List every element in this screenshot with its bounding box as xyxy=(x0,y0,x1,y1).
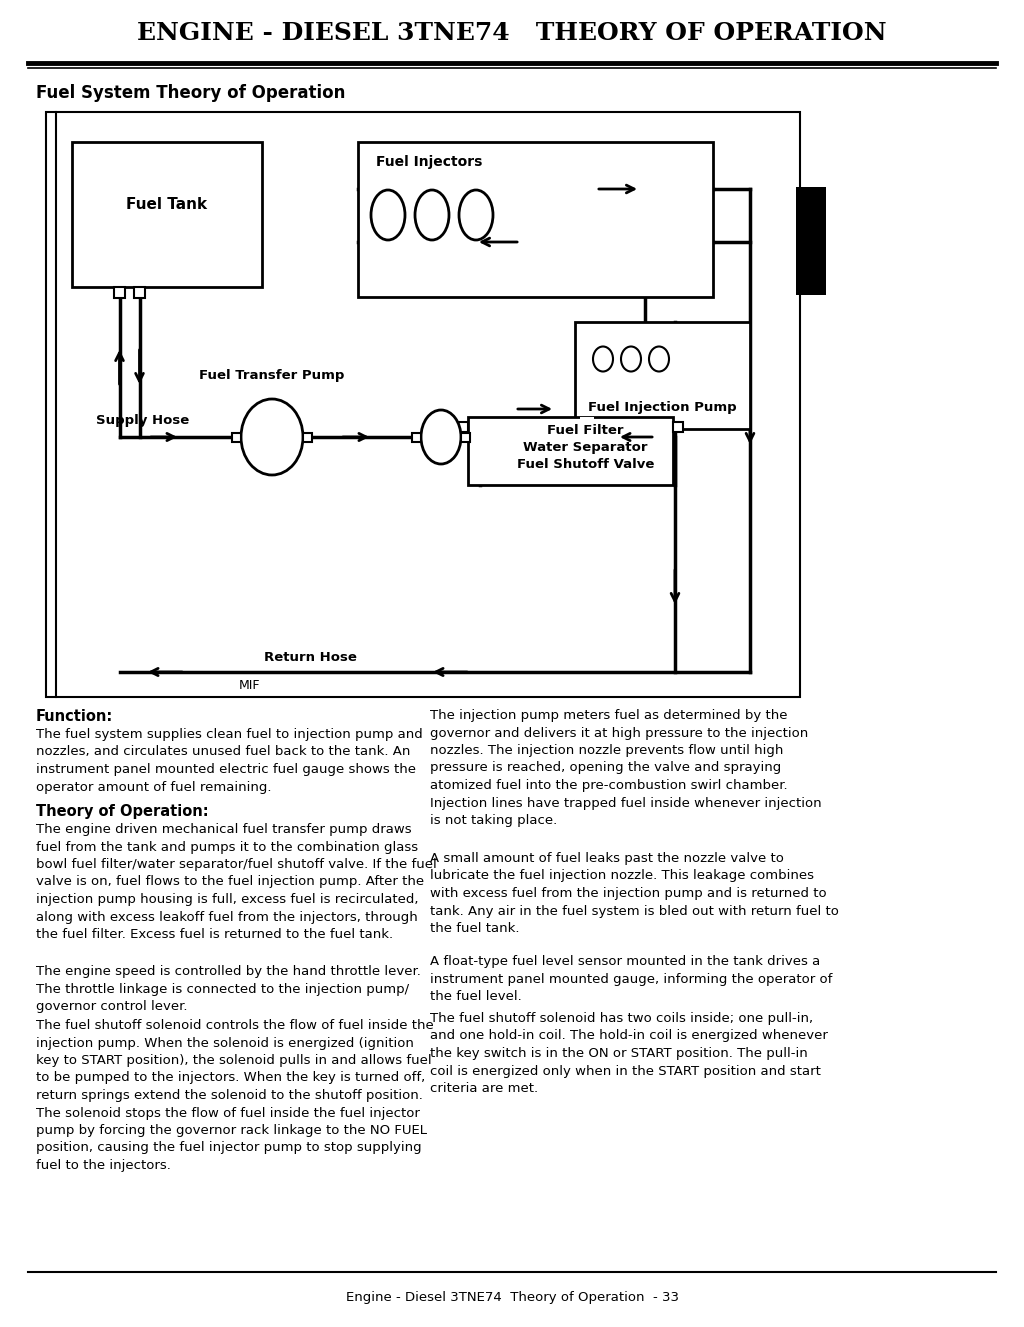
Text: MIF: MIF xyxy=(240,679,261,691)
Text: A small amount of fuel leaks past the nozzle valve to
lubricate the fuel injecti: A small amount of fuel leaks past the no… xyxy=(430,852,839,936)
Bar xyxy=(796,187,826,295)
Bar xyxy=(232,433,241,442)
Text: The engine driven mechanical fuel transfer pump draws
fuel from the tank and pum: The engine driven mechanical fuel transf… xyxy=(36,823,437,941)
Bar xyxy=(46,111,800,697)
Bar xyxy=(468,417,673,484)
Bar xyxy=(303,433,312,442)
Text: Fuel Injectors: Fuel Injectors xyxy=(376,155,482,169)
Text: Theory of Operation:: Theory of Operation: xyxy=(36,804,209,819)
Bar xyxy=(134,287,145,299)
Text: Return Hose: Return Hose xyxy=(263,652,356,664)
Bar xyxy=(673,422,683,433)
Bar xyxy=(458,422,468,433)
Ellipse shape xyxy=(421,410,461,464)
Text: The fuel shutoff solenoid controls the flow of fuel inside the
injection pump. W: The fuel shutoff solenoid controls the f… xyxy=(36,1019,434,1172)
Text: Fuel Filter: Fuel Filter xyxy=(547,425,624,438)
Bar xyxy=(461,433,470,442)
Text: The fuel system supplies clean fuel to injection pump and
nozzles, and circulate: The fuel system supplies clean fuel to i… xyxy=(36,729,423,794)
Ellipse shape xyxy=(593,346,613,372)
Text: The engine speed is controlled by the hand throttle lever.
The throttle linkage : The engine speed is controlled by the ha… xyxy=(36,965,421,1013)
Bar xyxy=(580,417,594,429)
Text: Engine - Diesel 3TNE74  Theory of Operation  - 33: Engine - Diesel 3TNE74 Theory of Operati… xyxy=(345,1290,679,1303)
Ellipse shape xyxy=(649,346,669,372)
Text: Fuel Transfer Pump: Fuel Transfer Pump xyxy=(200,369,345,382)
Text: Fuel Injection Pump: Fuel Injection Pump xyxy=(588,401,737,414)
Text: Fuel Shutoff Valve: Fuel Shutoff Valve xyxy=(517,459,654,471)
Bar xyxy=(114,287,125,299)
Text: A float-type fuel level sensor mounted in the tank drives a
instrument panel mou: A float-type fuel level sensor mounted i… xyxy=(430,955,833,1003)
Text: The injection pump meters fuel as determined by the
governor and delivers it at : The injection pump meters fuel as determ… xyxy=(430,709,821,827)
Ellipse shape xyxy=(371,190,406,240)
Text: The fuel shutoff solenoid has two coils inside; one pull-in,
and one hold-in coi: The fuel shutoff solenoid has two coils … xyxy=(430,1013,827,1095)
Bar xyxy=(358,142,713,297)
Text: Fuel Tank: Fuel Tank xyxy=(126,196,208,212)
Text: ENGINE - DIESEL 3TNE74   THEORY OF OPERATION: ENGINE - DIESEL 3TNE74 THEORY OF OPERATI… xyxy=(137,21,887,45)
Bar xyxy=(72,142,262,287)
Ellipse shape xyxy=(621,346,641,372)
Ellipse shape xyxy=(459,190,493,240)
Text: Supply Hose: Supply Hose xyxy=(96,414,189,427)
Bar xyxy=(412,433,421,442)
Text: Water Separator: Water Separator xyxy=(523,442,648,455)
Ellipse shape xyxy=(241,399,303,475)
Ellipse shape xyxy=(415,190,449,240)
Bar xyxy=(575,322,750,429)
Text: Fuel System Theory of Operation: Fuel System Theory of Operation xyxy=(36,84,345,102)
Text: Function:: Function: xyxy=(36,709,114,725)
